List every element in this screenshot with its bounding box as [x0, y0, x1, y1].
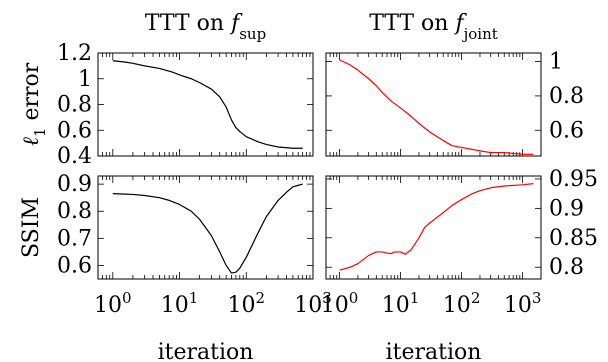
x-tick-label: 102: [443, 289, 481, 318]
column-title: TTT on fjoint: [369, 11, 498, 43]
x-tick-label: 101: [382, 289, 420, 318]
x-tick-label-part-1: 3: [532, 289, 542, 307]
column-title: TTT on fsup: [145, 11, 266, 43]
column-title-part-2: sup: [239, 25, 266, 43]
x-tick-label-part-0: 10: [227, 293, 255, 318]
x-tick-label-part-0: 10: [443, 293, 471, 318]
x-tick-label-part-0: 10: [504, 293, 532, 318]
plot-frame: [325, 175, 542, 280]
series-line-0: [339, 59, 534, 155]
x-tick-label-part-1: 1: [189, 289, 199, 307]
x-tick-label-part-1: 2: [471, 289, 481, 307]
y-tick-label: 0.85: [549, 226, 598, 251]
plot-frame: [97, 175, 314, 280]
y-axis-label-part-2: error: [19, 62, 44, 127]
x-tick-label: 100: [94, 289, 132, 318]
y-tick-label: 0.8: [57, 93, 92, 118]
x-tick-label: 103: [294, 289, 332, 318]
y-tick-label: 0.6: [57, 118, 92, 143]
y-tick-label: 0.8: [57, 199, 92, 224]
x-tick-label-part-0: 10: [94, 293, 122, 318]
y-tick-label: 0.95: [549, 167, 598, 192]
x-tick-label-part-0: 10: [161, 293, 189, 318]
y-axis-label-part-0: SSIM: [19, 197, 44, 258]
y-tick-label: 1: [549, 50, 563, 75]
x-axis-label: iteration: [158, 340, 254, 362]
x-tick-label-part-1: 1: [410, 289, 420, 307]
plot-frame: [97, 52, 314, 157]
series-line-0: [112, 183, 303, 274]
x-tick-label: 102: [227, 289, 265, 318]
y-tick-label: 1.2: [57, 41, 92, 66]
column-title-part-0: TTT on: [369, 11, 455, 36]
x-tick-label: 101: [161, 289, 199, 318]
column-title-part-0: TTT on: [145, 11, 231, 36]
x-tick-label-part-0: 10: [382, 293, 410, 318]
x-tick-label-part-1: 0: [122, 289, 132, 307]
x-axis-label: iteration: [386, 340, 482, 362]
y-axis-label-part-1: 1: [31, 128, 49, 138]
series-line-0: [339, 183, 534, 271]
plot-frame: [325, 52, 542, 157]
x-tick-label-part-1: 0: [349, 289, 359, 307]
y-tick-label: 0.8: [549, 84, 584, 109]
y-tick-label: 0.4: [57, 144, 92, 169]
y-tick-label: 0.7: [57, 226, 92, 251]
y-axis-label-part-0: ℓ: [19, 136, 44, 146]
y-tick-label: 0.8: [549, 255, 584, 280]
x-tick-label: 100: [321, 289, 359, 318]
x-tick-label-part-0: 10: [294, 293, 322, 318]
panel-1: 0.6 0.8 1 TTT on fjoint: [325, 11, 584, 157]
y-axis-label: SSIM: [19, 197, 44, 258]
x-tick-label-part-1: 3: [322, 289, 332, 307]
y-tick-label: 0.6: [549, 118, 584, 143]
y-axis-label: ℓ1 error: [19, 62, 49, 146]
column-title-part-2: joint: [462, 25, 498, 43]
y-tick-label: 0.6: [57, 253, 92, 278]
x-tick-label: 103: [504, 289, 542, 318]
series-line-0: [112, 60, 303, 149]
x-tick-label-part-1: 2: [255, 289, 265, 307]
y-tick-label: 1: [78, 67, 92, 92]
y-tick-label: 0.9: [549, 196, 584, 221]
y-tick-label: 0.9: [57, 172, 92, 197]
x-tick-label-part-0: 10: [321, 293, 349, 318]
